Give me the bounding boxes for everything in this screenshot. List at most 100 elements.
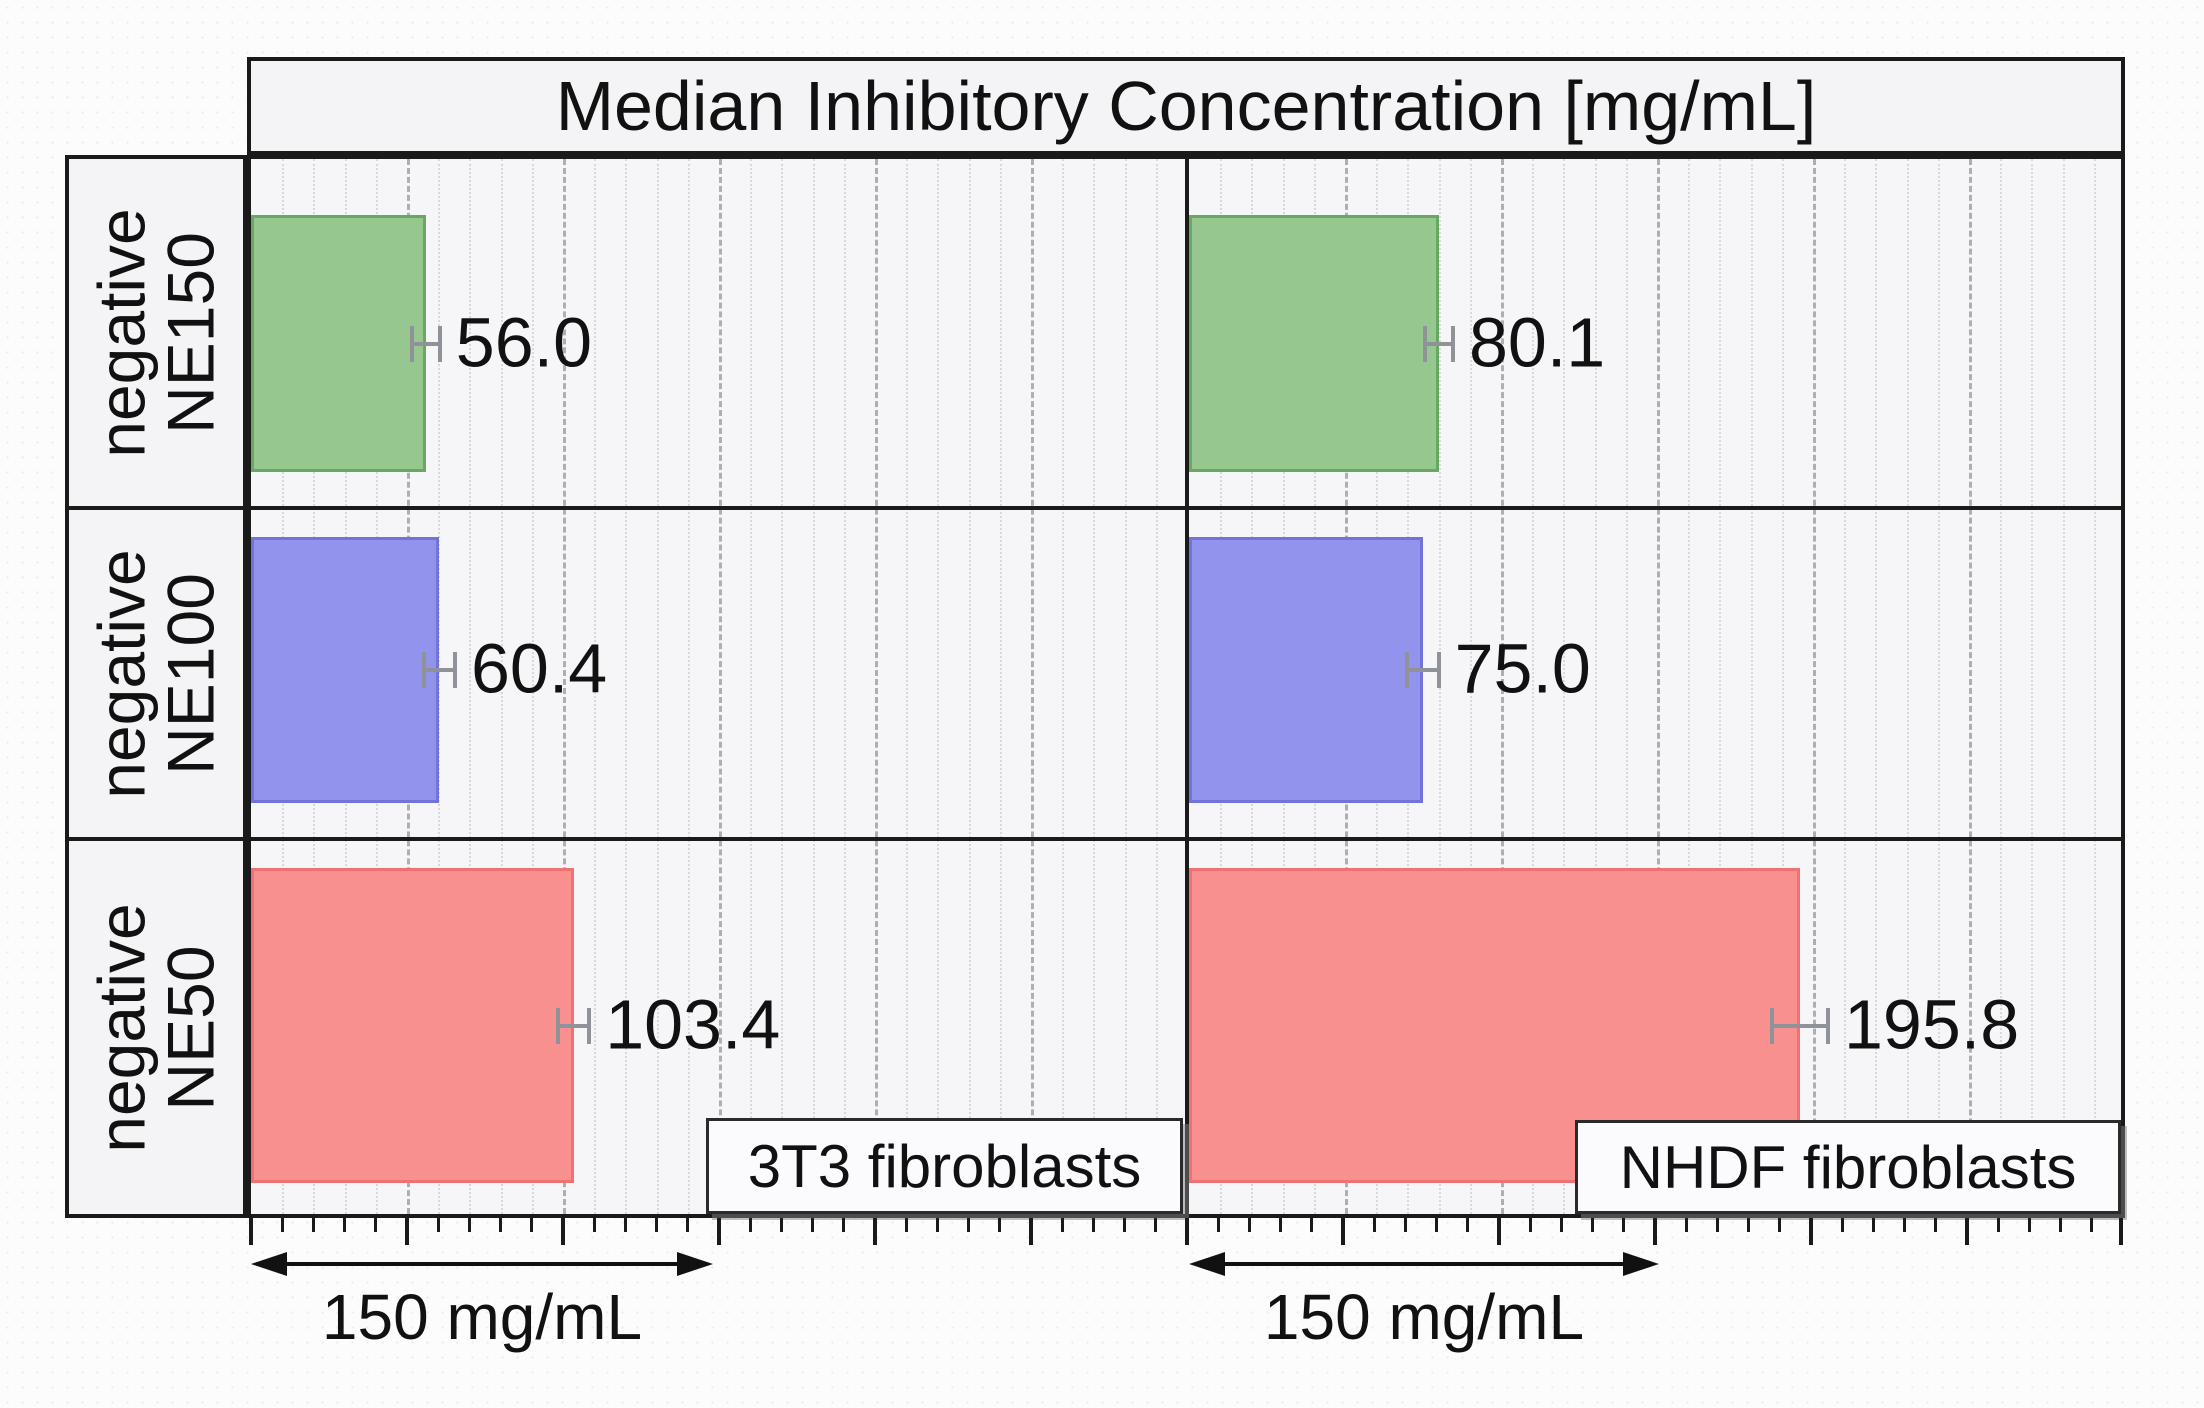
gridline-minor [1937,159,1940,1214]
axis-tick-minor [2059,1218,2063,1232]
bar-nhdf-ne100 [1189,537,1423,803]
axis-tick-minor [1903,1218,1907,1232]
axis-tick-minor [1747,1218,1751,1232]
gridline-minor [968,159,971,1214]
axis-tick-major [1653,1218,1657,1245]
error-bar-3t3-ne50 [558,1023,590,1028]
axis-tick-minor [1060,1218,1064,1232]
gridline-minor [1750,159,1753,1214]
axis-tick-minor [374,1218,378,1232]
y-label-ne150: negative NE150 [84,208,227,458]
axis-tick-minor [1622,1218,1626,1232]
gridline-minor [594,159,597,1214]
y-label-cell-ne100: negative NE100 [69,510,243,837]
error-bar-3t3-ne150 [411,341,440,346]
scale-arrow-nhdf [1189,1252,1659,1276]
axis-tick-minor [436,1218,440,1232]
gridline-minor [531,159,534,1214]
gridline-minor [999,159,1002,1214]
axis-tick-minor [280,1218,284,1232]
gridline-minor [687,159,690,1214]
error-bar-cap [453,652,457,688]
axis-tick-minor [967,1218,971,1232]
gridline-minor [2062,159,2065,1214]
gridline-minor [1719,159,1722,1214]
gridline-minor [1155,159,1158,1214]
y-label-line: negative [84,548,159,799]
plot-area: 56.0 60.4 103.4 80.1 75.0 195.8 3T3 fibroblas… [247,155,2125,1218]
axis-tick-minor [2027,1218,2031,1232]
axis-tick-minor [623,1218,627,1232]
bar-nhdf-ne150 [1189,215,1439,472]
gridline-minor [937,159,940,1214]
axis-tick-minor [467,1218,471,1232]
gridline-major [563,159,566,1214]
axis-tick-minor [1840,1218,1844,1232]
gridline-major [1813,159,1816,1214]
axis-tick-minor [998,1218,1002,1232]
axis-tick-minor [1216,1218,1220,1232]
gridline-minor [625,159,628,1214]
y-label-ne50: negative NE50 [84,903,227,1153]
gridline-minor [1093,159,1096,1214]
gridline-minor [2000,159,2003,1214]
gridline-minor [1844,159,1847,1214]
y-axis-label-column: negative NE150 negative NE100 negative N… [65,155,247,1218]
axis-tick-minor [1778,1218,1782,1232]
error-bar-cap [437,325,442,362]
bar-3t3-ne50 [251,868,574,1183]
scale-label-nhdf: 150 mg/mL [1263,1281,1585,1353]
gridline-minor [906,159,909,1214]
axis-tick-minor [811,1218,815,1232]
value-label-nhdf-ne100: 75.0 [1454,629,1591,708]
scale-arrow-3t3 [251,1252,713,1276]
axis-tick-major [249,1218,253,1245]
gridline-major [875,159,878,1214]
axis-tick-minor [1871,1218,1875,1232]
axis-tick-minor [592,1218,596,1232]
gridline-minor [500,159,503,1214]
gridline-minor [1625,159,1628,1214]
panel-label-nhdf: NHDF fibroblasts [1575,1120,2121,1214]
value-label-nhdf-ne50: 195.8 [1844,984,2020,1063]
axis-tick-minor [1559,1218,1563,1232]
error-bar-nhdf-ne100 [1407,668,1439,672]
x-axis-ticks [249,1218,2129,1250]
panel-label-text: 3T3 fibroblasts [747,1132,1142,1200]
axis-tick-minor [1154,1218,1158,1232]
axis-tick-minor [1372,1218,1376,1232]
axis-tick-major [717,1218,721,1245]
axis-tick-minor [1403,1218,1407,1232]
axis-tick-major [1965,1218,1969,1245]
axis-tick-major [2119,1218,2123,1245]
axis-tick-major [873,1218,877,1245]
axis-tick-major [1185,1218,1189,1245]
axis-tick-minor [1684,1218,1688,1232]
axis-tick-minor [1715,1218,1719,1232]
gridline-minor [812,159,815,1214]
axis-tick-minor [655,1218,659,1232]
axis-tick-minor [1310,1218,1314,1232]
gridline-minor [1875,159,1878,1214]
axis-tick-major [1497,1218,1501,1245]
scale-label-3t3: 150 mg/mL [321,1281,643,1353]
error-bar-cap [556,1007,560,1044]
axis-tick-minor [1435,1218,1439,1232]
axis-tick-minor [686,1218,690,1232]
error-bar-cap [1826,1007,1830,1044]
error-bar-cap [1436,652,1441,688]
bar-3t3-ne150 [251,215,426,472]
gridline-minor [1469,159,1472,1214]
value-label-3t3-ne150: 56.0 [455,302,593,381]
arrow-line [277,1262,687,1266]
panel-label-text: NHDF fibroblasts [1619,1133,2077,1201]
gridline-minor [1688,159,1691,1214]
gridline-minor [1124,159,1127,1214]
gridline-minor [843,159,846,1214]
gridline-major [1969,159,1972,1214]
axis-tick-minor [1591,1218,1595,1232]
axis-tick-minor [311,1218,315,1232]
y-label-cell-ne150: negative NE150 [69,159,243,506]
chart-title-band: Median Inhibitory Concentration [mg/mL] [247,57,2125,155]
panel-divider [1185,159,1189,1214]
